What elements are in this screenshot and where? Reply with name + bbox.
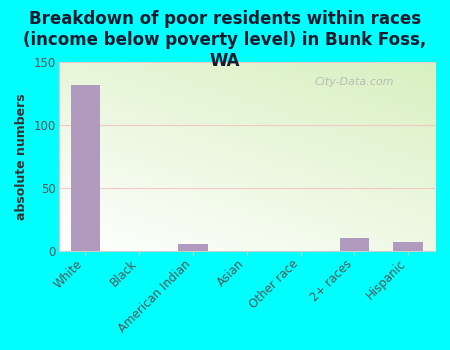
Bar	[71, 85, 100, 251]
Bar	[393, 242, 423, 251]
Y-axis label: absolute numbers: absolute numbers	[15, 93, 28, 220]
Bar	[340, 238, 369, 251]
Bar	[178, 244, 208, 251]
Text: Breakdown of poor residents within races
(income below poverty level) in Bunk Fo: Breakdown of poor residents within races…	[23, 10, 427, 70]
Text: City-Data.com: City-Data.com	[315, 77, 394, 87]
